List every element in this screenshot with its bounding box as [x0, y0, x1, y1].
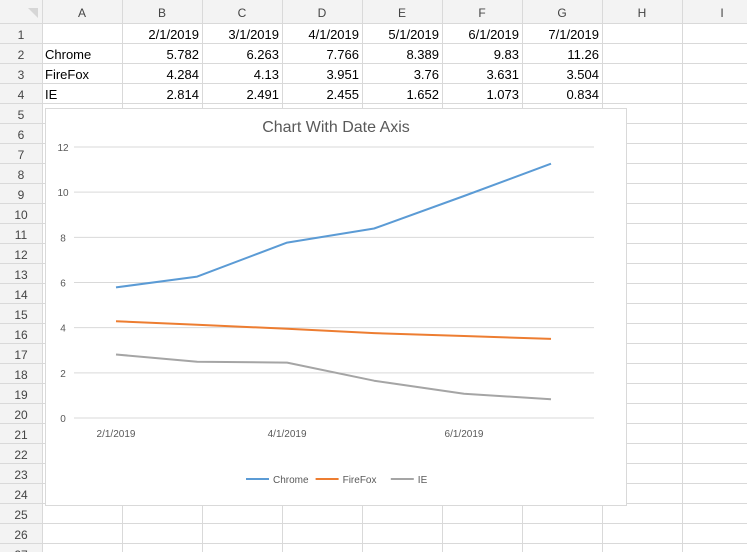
column-header-h[interactable]: H: [638, 6, 647, 20]
cell-value[interactable]: 5.782: [166, 47, 199, 62]
row-header[interactable]: 11: [15, 228, 28, 242]
cell-value[interactable]: 2.814: [166, 87, 199, 102]
row-header[interactable]: 13: [14, 268, 28, 282]
column-header-g[interactable]: G: [557, 6, 566, 20]
series-line-chrome[interactable]: [115, 162, 552, 289]
row-header[interactable]: 8: [18, 168, 25, 182]
column-header-e[interactable]: E: [398, 6, 406, 20]
cell-value[interactable]: 2.455: [326, 87, 359, 102]
cell-value[interactable]: 4.13: [254, 67, 279, 82]
y-tick-label: 2: [60, 369, 66, 380]
row-header[interactable]: 9: [18, 188, 25, 202]
column-header-b[interactable]: B: [158, 6, 166, 20]
select-all-icon[interactable]: [28, 8, 38, 18]
y-tick-label: 0: [60, 414, 66, 425]
cell-value[interactable]: 9.83: [494, 47, 519, 62]
legend-label: IE: [418, 475, 428, 486]
cell-date[interactable]: 3/1/2019: [228, 27, 279, 42]
cell-value[interactable]: 3.951: [326, 67, 359, 82]
series-line-ie[interactable]: [115, 353, 552, 401]
row-header-bar: [0, 0, 42, 552]
row-header[interactable]: 17: [14, 348, 28, 362]
y-tick-label: 8: [60, 233, 66, 244]
cell-value[interactable]: 11.26: [567, 47, 599, 62]
legend-label: FireFox: [343, 475, 377, 486]
y-tick-label: 10: [57, 188, 69, 199]
cell-date[interactable]: 2/1/2019: [148, 27, 199, 42]
row-header[interactable]: 14: [14, 288, 28, 302]
cell-series-name[interactable]: IE: [45, 87, 58, 102]
cell-value[interactable]: 4.284: [166, 67, 199, 82]
row-header[interactable]: 4: [18, 88, 25, 102]
column-header-bar: [0, 0, 747, 24]
cell-value[interactable]: 8.389: [406, 47, 439, 62]
x-tick-label: 6/1/2019: [445, 429, 484, 440]
cell-date[interactable]: 6/1/2019: [468, 27, 519, 42]
line-chart[interactable]: Chart With Date Axis 0 2 4 6 8 10 12 2/1/2019 4/1…: [45, 108, 627, 506]
column-header-i[interactable]: I: [720, 6, 723, 20]
row-header[interactable]: 12: [14, 248, 28, 262]
cell-value[interactable]: 0.834: [566, 87, 599, 102]
cell-value[interactable]: 3.76: [414, 67, 439, 82]
cell-value[interactable]: 3.504: [566, 67, 599, 82]
row-header[interactable]: 19: [14, 388, 28, 402]
y-tick-label: 12: [57, 143, 69, 154]
row-header[interactable]: 22: [14, 448, 28, 462]
cell-value[interactable]: 7.766: [326, 47, 359, 62]
row-header[interactable]: 15: [14, 308, 28, 322]
legend-label: Chrome: [273, 475, 309, 486]
row-header[interactable]: 3: [18, 68, 25, 82]
row-header[interactable]: 23: [14, 468, 28, 482]
cell-series-name[interactable]: FireFox: [45, 67, 90, 82]
legend: Chrome FireFox IE: [246, 475, 428, 486]
x-tick-label: 4/1/2019: [268, 429, 307, 440]
cell-series-name[interactable]: Chrome: [45, 47, 91, 62]
column-header-d[interactable]: D: [318, 6, 327, 20]
cell-value[interactable]: 6.263: [246, 47, 279, 62]
row-header[interactable]: 25: [14, 508, 28, 522]
cell-date[interactable]: 7/1/2019: [548, 27, 599, 42]
row-header[interactable]: 1: [18, 28, 25, 42]
column-header-a[interactable]: A: [78, 6, 86, 20]
series-line-firefox[interactable]: [115, 320, 552, 340]
row-header[interactable]: 26: [14, 528, 28, 542]
cell-date[interactable]: 4/1/2019: [308, 27, 359, 42]
row-header[interactable]: 2: [18, 48, 25, 62]
row-header[interactable]: 6: [18, 128, 25, 142]
row-header[interactable]: 27: [14, 548, 28, 552]
row-header[interactable]: 18: [14, 368, 28, 382]
y-tick-label: 4: [60, 324, 66, 335]
y-tick-label: 6: [60, 279, 66, 290]
row-header[interactable]: 5: [18, 108, 25, 122]
x-tick-label: 2/1/2019: [97, 429, 136, 440]
chart-area[interactable]: [45, 108, 627, 506]
cell-value[interactable]: 3.631: [486, 67, 519, 82]
cell-value[interactable]: 1.652: [406, 87, 439, 102]
column-header-c[interactable]: C: [238, 6, 247, 20]
cell-value[interactable]: 1.073: [486, 87, 519, 102]
row-header[interactable]: 7: [18, 148, 25, 162]
cell-date[interactable]: 5/1/2019: [388, 27, 439, 42]
row-header[interactable]: 10: [14, 208, 28, 222]
cell-value[interactable]: 2.491: [246, 87, 279, 102]
row-header[interactable]: 21: [14, 428, 28, 442]
chart-title: Chart With Date Axis: [262, 119, 410, 136]
row-header[interactable]: 16: [14, 328, 28, 342]
row-header[interactable]: 20: [14, 408, 28, 422]
column-header-f[interactable]: F: [478, 6, 485, 20]
row-header[interactable]: 24: [14, 488, 28, 502]
